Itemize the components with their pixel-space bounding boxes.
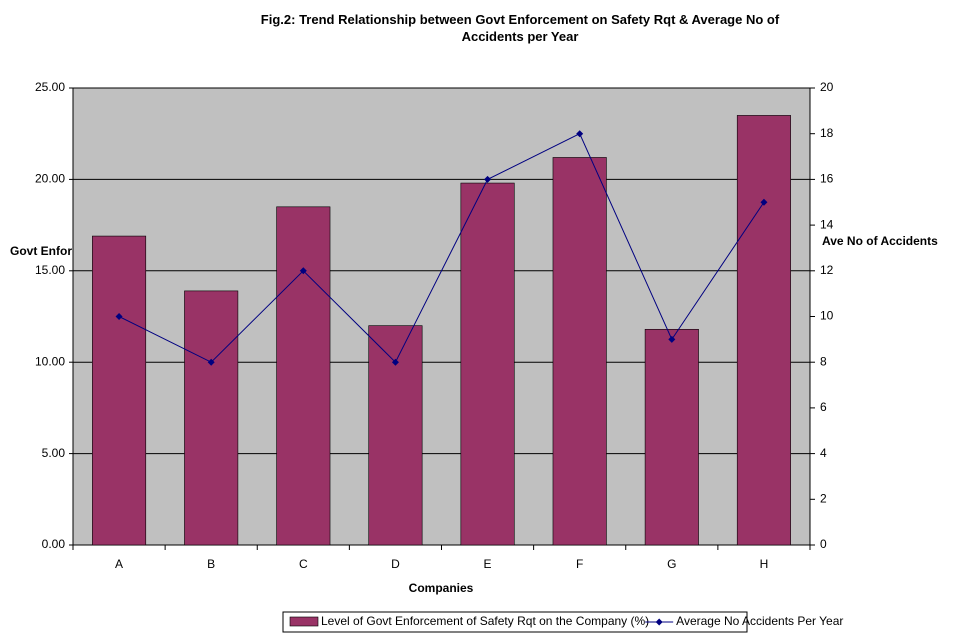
y2-tick-label: 8 — [820, 354, 827, 368]
y-tick-label: 0.00 — [42, 537, 66, 551]
x-tick-label: H — [760, 557, 769, 571]
y2-tick-label: 18 — [820, 126, 834, 140]
marker — [760, 198, 768, 206]
x-tick-label: F — [576, 557, 583, 571]
bar — [460, 182, 515, 546]
y2-tick-label: 16 — [820, 172, 834, 186]
marker — [484, 175, 492, 183]
bar — [552, 157, 607, 546]
x-tick-label: C — [299, 557, 308, 571]
y-tick-label: 25.00 — [35, 80, 65, 94]
marker — [391, 358, 399, 366]
y-tick-label: 15.00 — [35, 263, 65, 277]
legend-box — [282, 611, 748, 633]
x-tick-label: B — [207, 557, 215, 571]
plot-area — [72, 87, 811, 546]
legend-marker — [655, 618, 663, 626]
x-tick-label: D — [391, 557, 400, 571]
bar — [368, 325, 423, 546]
x-tick-label: G — [667, 557, 676, 571]
y-tick-label: 20.00 — [35, 172, 65, 186]
marker — [207, 358, 215, 366]
y2-tick-label: 6 — [820, 400, 827, 414]
y2-tick-label: 2 — [820, 491, 827, 505]
marker — [299, 267, 307, 275]
bar — [92, 235, 147, 546]
y-tick-label: 10.00 — [35, 354, 65, 368]
y2-tick-label: 14 — [820, 217, 834, 231]
y-tick-label: 5.00 — [42, 446, 66, 460]
legend-swatch — [289, 616, 319, 627]
legend-label: Average No Accidents Per Year — [676, 614, 843, 628]
y2-tick-label: 10 — [820, 309, 834, 323]
y2-tick-label: 0 — [820, 537, 827, 551]
y2-tick-label: 12 — [820, 263, 834, 277]
legend-label: Level of Govt Enforcement of Safety Rqt … — [321, 614, 649, 628]
bar — [184, 290, 239, 546]
marker — [115, 313, 123, 320]
bar — [276, 206, 331, 546]
x-axis-label: Companies — [409, 581, 474, 595]
bar — [644, 328, 699, 546]
marker — [576, 130, 584, 138]
line — [118, 133, 765, 364]
chart-title: Fig.2: Trend Relationship between Govt E… — [260, 12, 780, 44]
y2-tick-label: 20 — [820, 80, 834, 94]
y2-axis-label: Ave No of Accidents — [822, 234, 938, 248]
marker — [668, 335, 676, 343]
y2-tick-label: 4 — [820, 446, 827, 460]
bar — [736, 115, 791, 546]
x-tick-label: E — [484, 557, 492, 571]
x-tick-label: A — [115, 557, 123, 571]
